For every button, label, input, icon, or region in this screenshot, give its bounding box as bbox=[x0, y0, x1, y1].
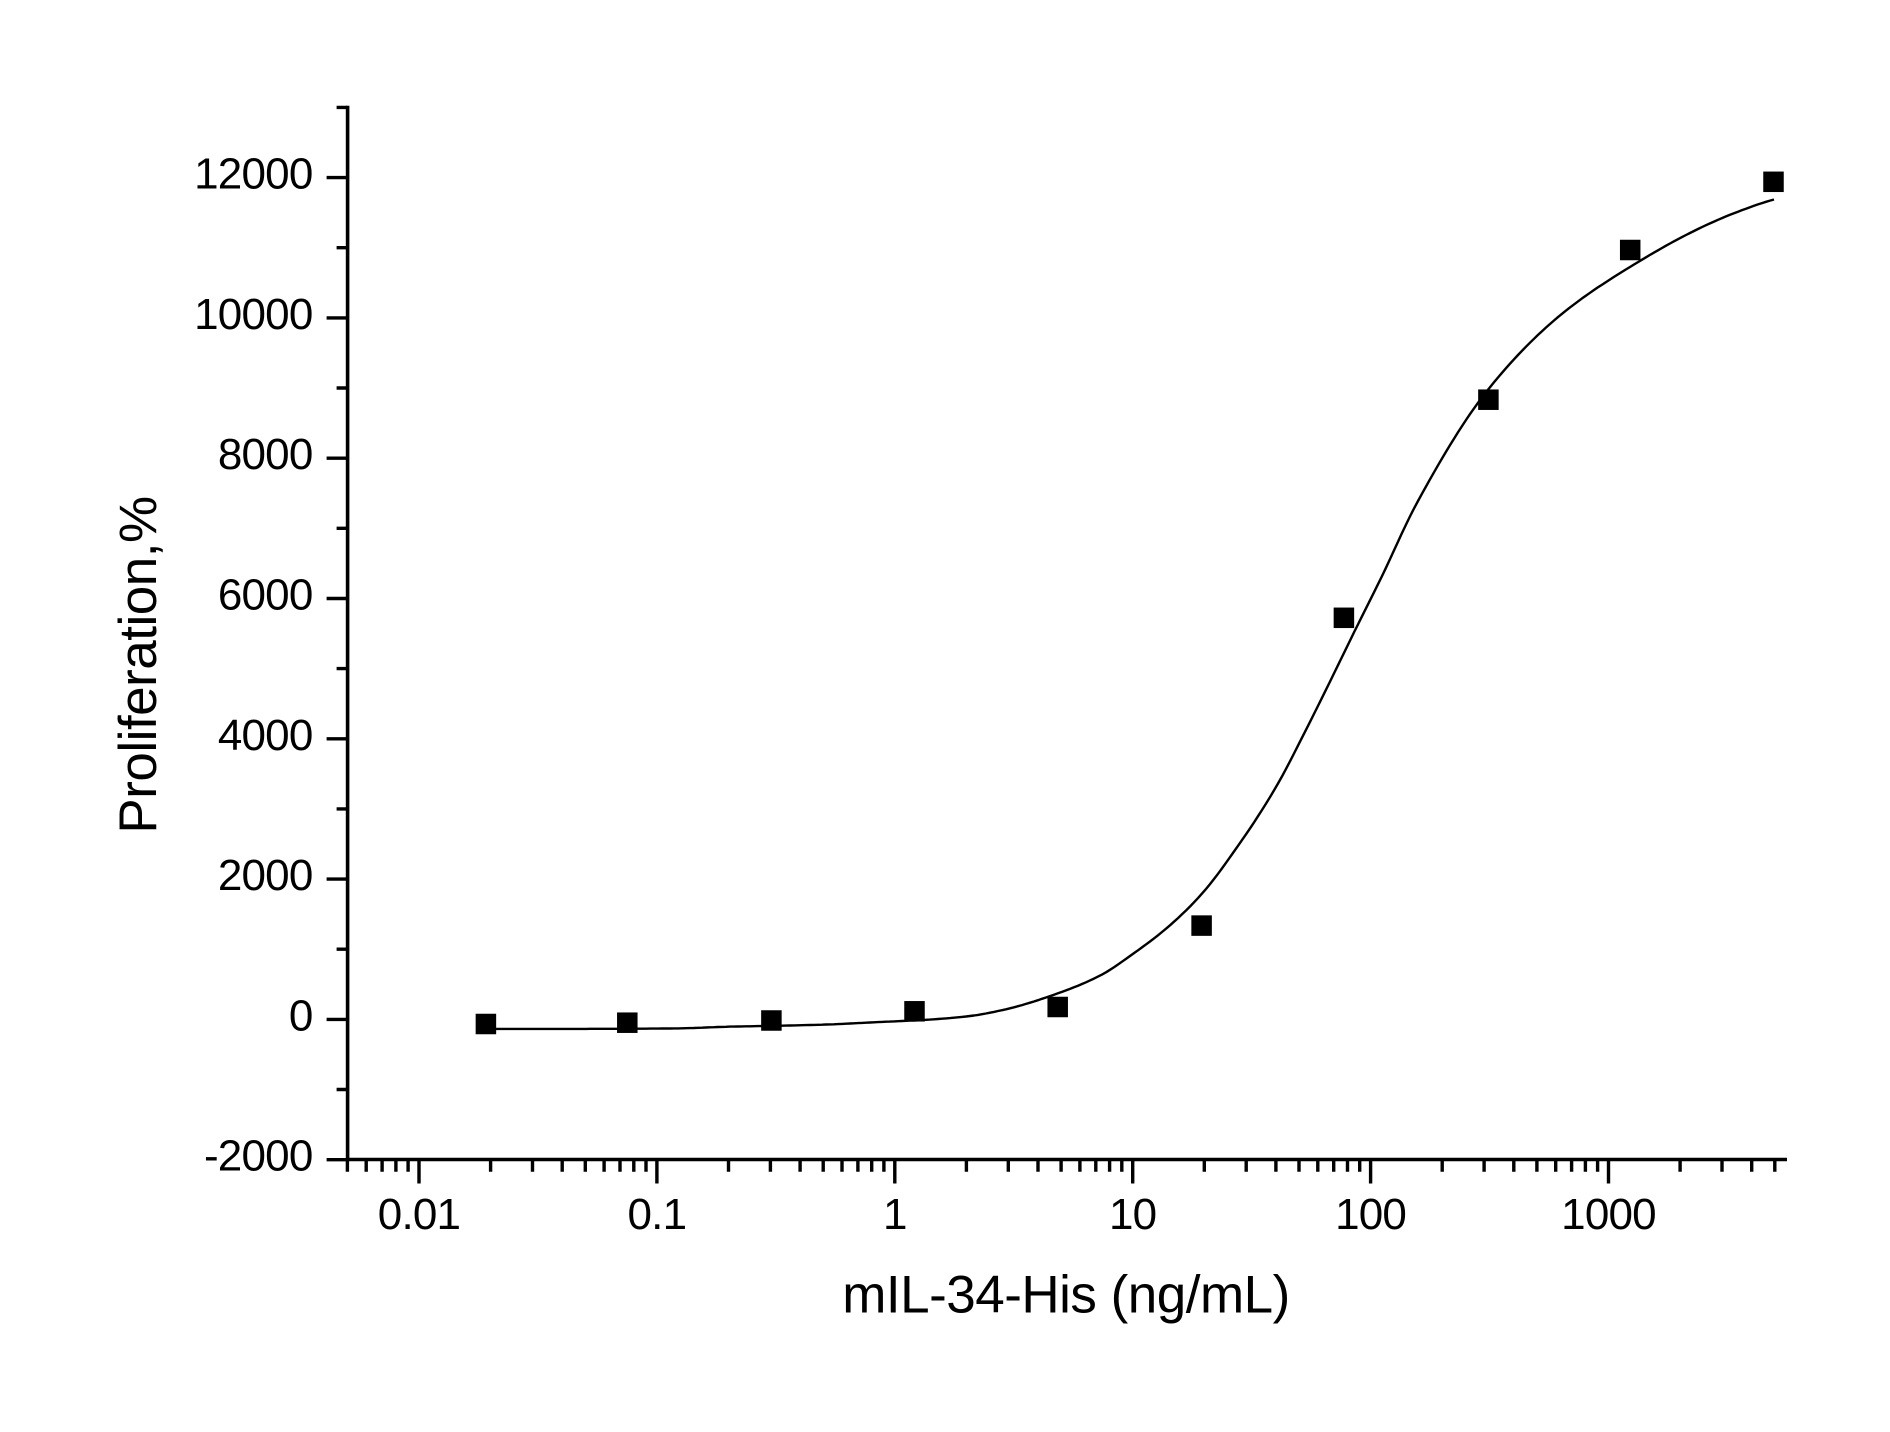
svg-text:8000: 8000 bbox=[218, 430, 313, 479]
svg-text:-2000: -2000 bbox=[204, 1132, 313, 1181]
svg-text:1: 1 bbox=[883, 1190, 907, 1239]
svg-text:0: 0 bbox=[289, 991, 313, 1040]
svg-text:Proliferation,%: Proliferation,% bbox=[109, 496, 168, 833]
svg-text:12000: 12000 bbox=[194, 150, 312, 199]
svg-text:1000: 1000 bbox=[1561, 1190, 1656, 1239]
svg-text:10000: 10000 bbox=[194, 290, 312, 339]
svg-text:2000: 2000 bbox=[218, 851, 313, 900]
svg-text:100: 100 bbox=[1335, 1190, 1406, 1239]
svg-text:4000: 4000 bbox=[218, 711, 313, 760]
svg-text:0.1: 0.1 bbox=[628, 1190, 687, 1239]
svg-text:10: 10 bbox=[1109, 1190, 1156, 1239]
svg-text:0.01: 0.01 bbox=[378, 1190, 460, 1239]
svg-text:mIL-34-His (ng/mL): mIL-34-His (ng/mL) bbox=[842, 1265, 1289, 1324]
svg-text:6000: 6000 bbox=[218, 571, 313, 620]
